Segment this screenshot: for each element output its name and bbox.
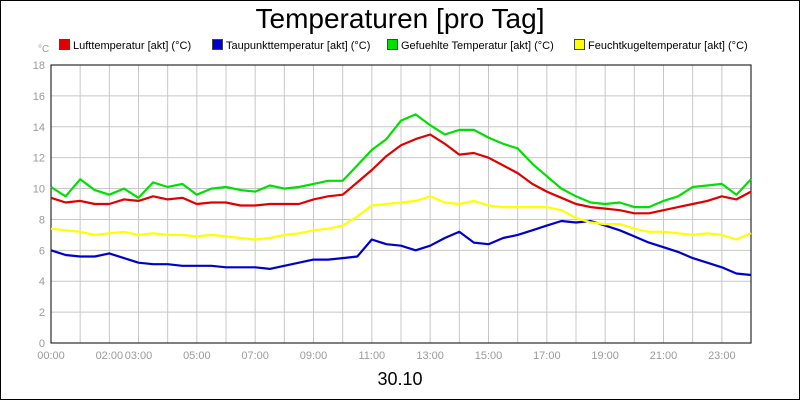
series-line-feuchtkugel <box>50 195 752 241</box>
legend-item-lufttemperatur: Lufttemperatur [akt] (°C) <box>59 39 191 52</box>
x-tick-label: 11:00 <box>358 350 385 362</box>
legend-swatch-taupunkttemperatur <box>212 39 223 50</box>
legend-swatch-gefuehlte <box>387 39 398 50</box>
y-tick-label: 14 <box>33 122 45 134</box>
legend-label-lufttemperatur: Lufttemperatur [akt] (°C) <box>73 40 192 52</box>
y-tick-label: 18 <box>33 60 45 72</box>
y-tick-label: 12 <box>33 153 45 165</box>
series-line-gefuehlte <box>50 113 752 209</box>
y-tick-label: 4 <box>39 276 45 288</box>
x-tick-label: 05:00 <box>183 350 211 362</box>
legend-label-feuchtkugel: Feuchtkugeltemperatur [akt] (°C) <box>588 40 748 52</box>
y-tick-label: 8 <box>39 214 45 226</box>
y-tick-label: 10 <box>33 184 45 196</box>
legend-label-taupunkttemperatur: Taupunkttemperatur [akt] (°C) <box>226 40 371 52</box>
x-tick-label: 19:00 <box>591 350 619 362</box>
legend-item-gefuehlte: Gefuehlte Temperatur [akt] (°C) <box>387 39 554 52</box>
y-tick-label: 2 <box>39 307 45 319</box>
x-tick-label: 15:00 <box>475 350 503 362</box>
x-tick-label: 21:00 <box>650 350 678 362</box>
x-tick-label: 02:00 <box>96 350 124 362</box>
x-tick-label: 09:00 <box>300 350 328 362</box>
series-line-lufttemperatur <box>50 133 752 215</box>
y-tick-label: 0 <box>39 338 45 350</box>
chart-title: Temperaturen [pro Tag] <box>255 3 545 34</box>
x-tick-label: 00:00 <box>37 350 65 362</box>
legend-swatch-lufttemperatur <box>59 39 70 50</box>
y-tick-label: 6 <box>39 245 45 257</box>
legend-swatch-feuchtkugel <box>574 39 585 50</box>
plot-border <box>50 64 752 344</box>
x-tick-label: 23:00 <box>708 350 736 362</box>
legend-item-feuchtkugel: Feuchtkugeltemperatur [akt] (°C) <box>574 39 748 52</box>
x-tick-label: 13:00 <box>416 350 444 362</box>
x-axis-date-label: 30.10 <box>377 369 423 389</box>
legend-item-taupunkttemperatur: Taupunkttemperatur [akt] (°C) <box>212 39 370 52</box>
legend-label-gefuehlte: Gefuehlte Temperatur [akt] (°C) <box>401 40 554 52</box>
x-tick-label: 17:00 <box>533 350 561 362</box>
y-axis-unit: °C <box>38 44 50 55</box>
x-tick-label: 03:00 <box>125 350 153 362</box>
x-tick-label: 07:00 <box>241 350 269 362</box>
y-tick-label: 16 <box>33 91 45 103</box>
series-line-taupunkttemperatur <box>50 219 752 277</box>
